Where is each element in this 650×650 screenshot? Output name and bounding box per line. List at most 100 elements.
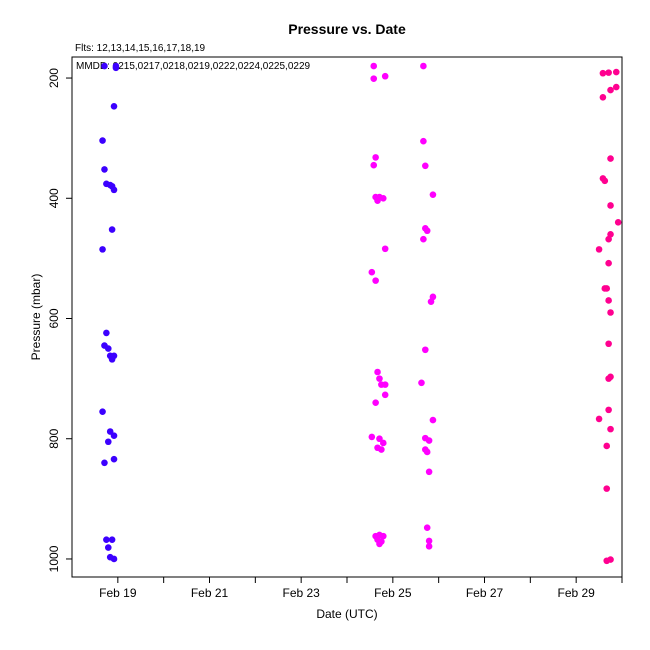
x-tick-label: Feb 25: [374, 586, 412, 600]
data-point: [425, 537, 433, 545]
y-tick-label: 800: [47, 428, 61, 448]
flights-annotation: Flts: 12,13,14,15,16,17,18,19: [75, 43, 206, 54]
data-point: [423, 448, 431, 456]
data-point: [420, 137, 427, 145]
data-point: [605, 406, 612, 414]
data-point: [605, 297, 612, 304]
data-point: [607, 425, 614, 433]
data-point: [605, 375, 612, 382]
data-point: [368, 268, 376, 276]
data-point: [370, 62, 378, 70]
data-point: [374, 197, 381, 204]
data-point: [603, 285, 611, 292]
chart-title: Pressure vs. Date: [288, 21, 406, 37]
data-point: [110, 102, 118, 110]
data-point: [379, 532, 387, 540]
y-axis: 200 400 600 800 1000: [47, 68, 72, 572]
data-point: [599, 69, 607, 77]
data-point: [605, 69, 612, 76]
data-point: [420, 62, 427, 70]
data-point: [423, 227, 431, 235]
data-point: [101, 62, 108, 70]
data-point: [605, 340, 612, 348]
y-axis-label: Pressure (mbar): [29, 274, 43, 361]
data-point: [376, 435, 383, 443]
data-point: [605, 259, 612, 267]
data-point: [378, 446, 385, 453]
data-point: [99, 137, 106, 144]
data-point: [103, 536, 110, 544]
data-point: [605, 235, 612, 243]
data-point: [427, 298, 435, 305]
x-tick-label: Feb 21: [191, 586, 229, 600]
data-point: [607, 155, 614, 162]
data-point: [374, 368, 381, 376]
data-point: [381, 72, 389, 80]
data-point: [614, 219, 622, 226]
data-point: [612, 68, 620, 76]
data-point: [379, 439, 387, 447]
mmdd-annotation: MMDD: 0215,0217,0218,0219,0222,0224,0225…: [76, 61, 311, 72]
y-tick-label: 1000: [47, 545, 61, 572]
x-axis-label: Date (UTC): [316, 607, 377, 621]
data-point: [372, 154, 379, 161]
data-point: [376, 375, 383, 382]
data-point: [99, 408, 106, 415]
data-point: [108, 356, 116, 363]
data-point: [368, 433, 376, 441]
data-point: [108, 226, 116, 233]
data-point: [612, 83, 620, 91]
data-point: [101, 459, 108, 467]
data-point: [110, 186, 118, 194]
x-tick-label: Feb 19: [99, 586, 137, 600]
data-point: [418, 379, 425, 387]
data-point: [376, 540, 383, 548]
x-axis: Feb 19 Feb 21 Feb 23 Feb 25 Feb 27 Feb 29: [99, 577, 623, 600]
data-point: [601, 177, 609, 185]
series-2: [368, 62, 437, 550]
x-tick-label: Feb 29: [557, 586, 595, 600]
data-point: [607, 86, 614, 94]
data-point: [104, 345, 112, 352]
data-point: [429, 416, 437, 424]
series-1: [99, 62, 120, 563]
data-point: [381, 391, 389, 399]
data-point: [381, 245, 389, 253]
data-point: [99, 246, 106, 253]
y-tick-label: 400: [47, 188, 61, 208]
data-point: [370, 75, 378, 82]
data-point: [607, 202, 614, 209]
data-point: [603, 485, 611, 492]
data-point: [101, 166, 108, 173]
data-point: [421, 346, 429, 354]
data-point: [425, 468, 433, 476]
data-point: [381, 381, 389, 388]
data-point: [607, 309, 614, 316]
y-tick-label: 200: [47, 68, 61, 88]
data-point: [425, 437, 433, 444]
data-point: [423, 524, 431, 532]
y-tick-label: 600: [47, 308, 61, 328]
x-tick-label: Feb 23: [282, 586, 320, 600]
data-point: [595, 246, 603, 253]
data-point: [106, 428, 114, 435]
data-point: [429, 191, 437, 198]
data-point: [112, 64, 120, 72]
data-point: [603, 442, 611, 450]
data-point: [420, 235, 427, 243]
data-point: [421, 162, 429, 170]
data-point: [103, 329, 110, 337]
data-point: [599, 93, 607, 101]
data-point: [108, 536, 116, 544]
data-point: [110, 455, 118, 463]
data-point: [425, 543, 433, 550]
data-point: [372, 399, 379, 406]
data-points: [99, 62, 622, 565]
series-3: [595, 68, 622, 565]
data-point: [372, 277, 379, 284]
data-point: [595, 415, 603, 423]
data-point: [104, 544, 112, 551]
x-tick-label: Feb 27: [466, 586, 504, 600]
data-point: [607, 556, 614, 563]
